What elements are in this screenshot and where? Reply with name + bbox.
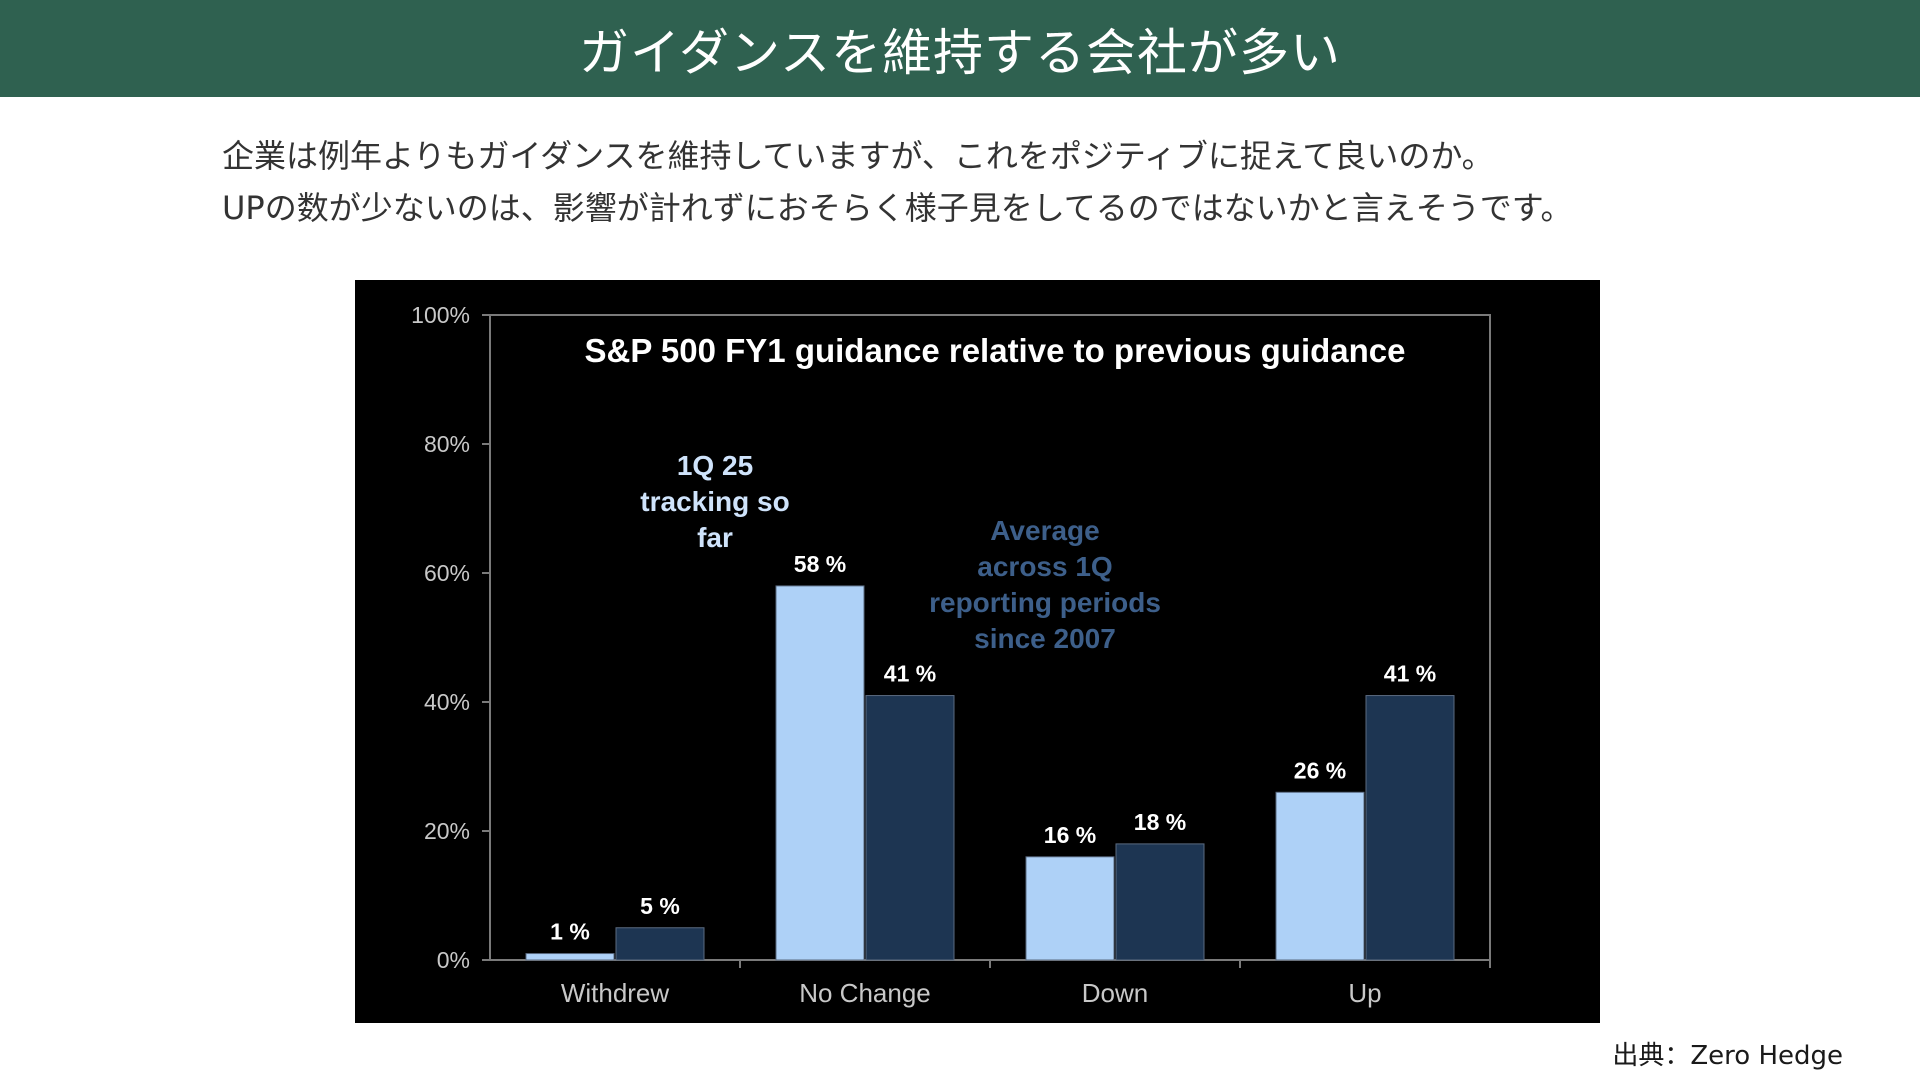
description: 企業は例年よりもガイダンスを維持していますが、これをポジティブに捉えて良いのか。… [222,130,1842,234]
description-line-2: UPの数が少ないのは、影響が計れずにおそらく様子見をしてるのではないかと言えそう… [222,189,1573,227]
data-label: 1 % [550,919,590,945]
bar [775,585,865,961]
data-label: 16 % [1044,822,1096,848]
y-tick-label: 100% [411,302,470,328]
y-tick-label: 0% [437,947,470,973]
data-label: 41 % [884,661,936,687]
annotation-series2: reporting periods [929,587,1161,618]
y-tick-label: 60% [424,560,470,586]
y-tick-label: 40% [424,689,470,715]
bar [615,927,705,961]
bar [1275,791,1365,961]
description-line-1: 企業は例年よりもガイダンスを維持していますが、これをポジティブに捉えて良いのか。 [222,137,1494,175]
bar [1025,856,1115,961]
annotation-series1: tracking so [640,486,789,517]
chart-title: S&P 500 FY1 guidance relative to previou… [584,332,1405,369]
chart-svg: 0% 20% 40% 60% 80% 100% Withdrew 1 % 5 % No Chang… [411,302,1491,1008]
data-label: 18 % [1134,809,1186,835]
annotation-series1: 1Q 25 [677,450,753,481]
x-tick-label: Up [1348,978,1381,1008]
x-tick-label: No Change [799,978,931,1008]
data-label: 26 % [1294,757,1346,783]
data-label: 41 % [1384,661,1436,687]
page-title: ガイダンスを維持する会社が多い [579,23,1341,82]
x-tick-label: Withdrew [561,978,670,1008]
data-label: 5 % [640,893,680,919]
bar [525,953,615,961]
x-tick-label: Down [1082,978,1148,1008]
annotation-series2: since 2007 [974,623,1116,654]
chart: 0% 20% 40% 60% 80% 100% Withdrew 1 % 5 % No Chang… [355,280,1600,1023]
source-credit: 出典：Zero Hedge [1612,1041,1843,1071]
annotation-series1: far [697,522,733,553]
bar [1365,695,1455,961]
bar [1115,843,1205,961]
data-label: 58 % [794,551,846,577]
annotation-series2: Average [990,515,1099,546]
bar [865,695,955,961]
y-tick-label: 80% [424,431,470,457]
page-header: ガイダンスを維持する会社が多い [0,0,1920,97]
y-tick-label: 20% [424,818,470,844]
annotation-series2: across 1Q [977,551,1112,582]
